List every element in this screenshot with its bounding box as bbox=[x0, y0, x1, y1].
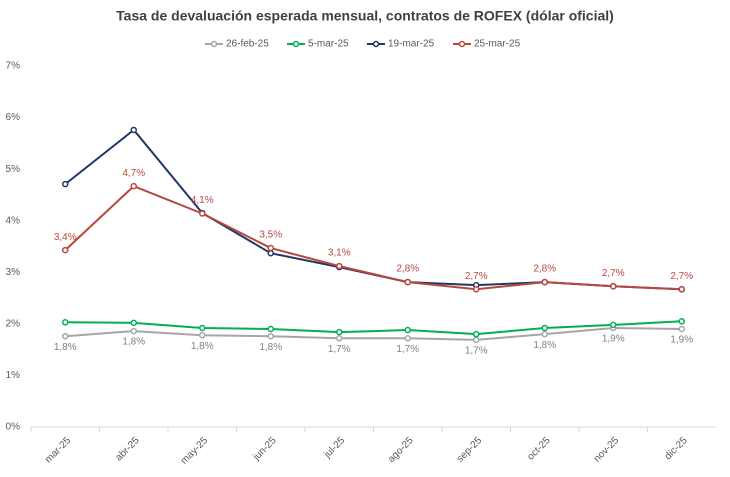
y-tick-label: 4% bbox=[6, 215, 21, 226]
data-label: 1,7% bbox=[465, 345, 488, 356]
series-line bbox=[65, 320, 682, 336]
legend-marker bbox=[210, 40, 218, 48]
series-line bbox=[64, 128, 682, 291]
data-point bbox=[678, 325, 685, 333]
data-point bbox=[130, 327, 137, 335]
data-point bbox=[404, 326, 411, 334]
data-point bbox=[678, 286, 685, 293]
data-point bbox=[267, 325, 274, 333]
data-point bbox=[199, 331, 206, 339]
legend-marker bbox=[292, 40, 300, 48]
data-label: 3,1% bbox=[328, 248, 351, 259]
x-tick-label: oct-25 bbox=[525, 435, 553, 463]
data-point bbox=[62, 319, 69, 326]
legend-label: 25-mar-25 bbox=[474, 39, 521, 50]
data-point bbox=[678, 318, 685, 325]
y-tick-label: 5% bbox=[6, 164, 21, 175]
data-label: 4,7% bbox=[122, 168, 145, 179]
data-label: 2,7% bbox=[465, 271, 488, 282]
data-point bbox=[336, 262, 343, 270]
data-label: 2,8% bbox=[533, 264, 556, 275]
data-point bbox=[404, 335, 411, 342]
data-label: 1,8% bbox=[191, 341, 214, 352]
data-point bbox=[404, 278, 411, 286]
data-point bbox=[336, 335, 343, 342]
data-point bbox=[473, 336, 480, 344]
data-point bbox=[336, 328, 343, 336]
data-label: 1,8% bbox=[122, 337, 145, 348]
data-point bbox=[541, 278, 548, 286]
data-label: 1,9% bbox=[670, 335, 693, 346]
legend-label: 5-mar-25 bbox=[308, 39, 349, 50]
data-point bbox=[62, 246, 69, 254]
x-tick-label: jul-25 bbox=[321, 435, 347, 461]
y-tick-label: 0% bbox=[6, 422, 21, 433]
y-tick-label: 6% bbox=[6, 112, 21, 123]
data-point bbox=[610, 282, 617, 290]
data-label: 2,7% bbox=[602, 268, 625, 279]
y-tick-label: 2% bbox=[6, 318, 21, 329]
x-tick-label: sep-25 bbox=[455, 435, 485, 465]
data-point bbox=[473, 286, 480, 293]
legend-label: 19-mar-25 bbox=[388, 39, 435, 50]
x-tick-label: dic-25 bbox=[663, 435, 690, 462]
series-line bbox=[65, 326, 682, 341]
data-label: 3,5% bbox=[259, 230, 282, 241]
data-label: 1,8% bbox=[54, 342, 77, 353]
y-tick-label: 7% bbox=[6, 61, 21, 72]
data-point bbox=[199, 324, 206, 332]
legend-marker bbox=[372, 40, 380, 48]
data-point bbox=[267, 332, 274, 340]
data-label: 1,8% bbox=[259, 342, 282, 353]
data-label: 1,7% bbox=[396, 344, 419, 355]
x-tick-label: ago-25 bbox=[386, 435, 416, 465]
legend-marker bbox=[458, 40, 466, 48]
data-point bbox=[130, 182, 137, 190]
data-point bbox=[267, 244, 274, 252]
data-point bbox=[199, 210, 206, 217]
data-point bbox=[62, 180, 69, 188]
x-tick-label: nov-25 bbox=[592, 435, 622, 465]
data-label: 3,4% bbox=[54, 232, 77, 243]
x-tick-label: mar-25 bbox=[43, 435, 73, 465]
y-tick-label: 1% bbox=[6, 370, 21, 381]
x-tick-label: jun-25 bbox=[251, 435, 279, 463]
y-tick-label: 3% bbox=[6, 267, 21, 278]
series-line bbox=[64, 184, 682, 291]
x-tick-label: may-25 bbox=[179, 435, 211, 467]
chart-title: Tasa de devaluación esperada mensual, co… bbox=[116, 8, 614, 24]
data-label: 4,1% bbox=[191, 195, 214, 206]
data-label: 2,7% bbox=[670, 271, 693, 282]
data-point bbox=[473, 330, 480, 338]
data-point bbox=[267, 249, 274, 257]
data-point bbox=[130, 126, 137, 134]
data-label: 1,7% bbox=[328, 344, 351, 355]
legend-label: 26-feb-25 bbox=[226, 39, 269, 50]
data-point bbox=[541, 324, 548, 332]
data-label: 1,8% bbox=[533, 340, 556, 351]
data-point bbox=[130, 319, 137, 327]
data-point bbox=[541, 330, 548, 338]
data-point bbox=[62, 332, 69, 340]
x-tick-label: abr-25 bbox=[114, 435, 143, 464]
data-point bbox=[610, 321, 617, 329]
data-label: 2,8% bbox=[396, 264, 419, 275]
data-label: 1,9% bbox=[602, 334, 625, 345]
